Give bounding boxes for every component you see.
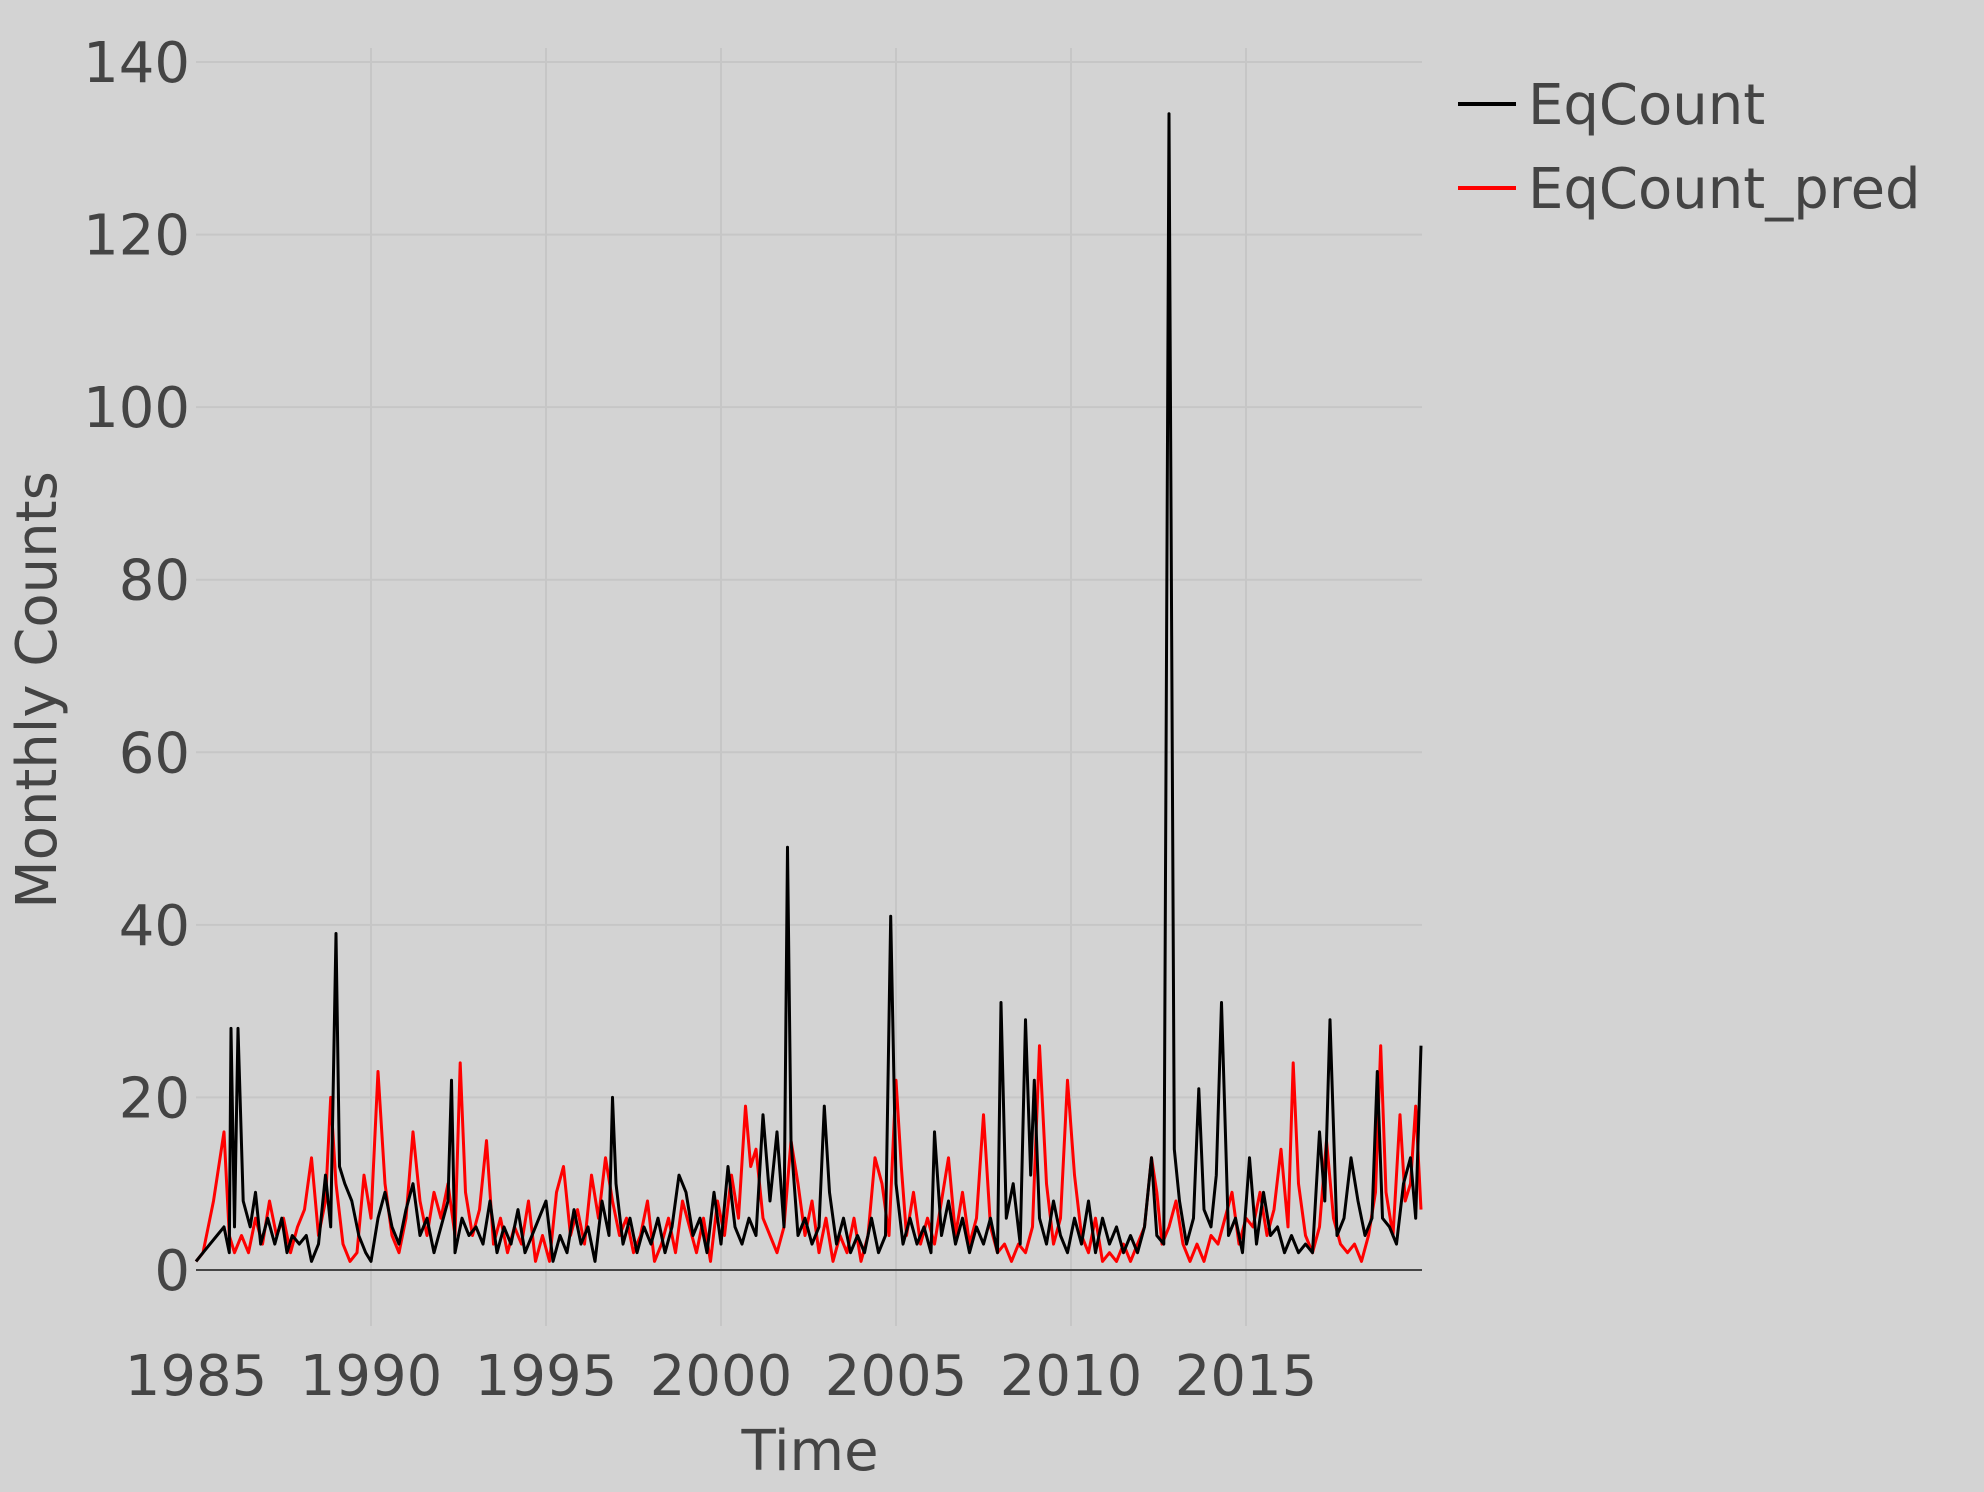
x-tick-label: 2010 — [1000, 1344, 1143, 1409]
series-line-eqcount — [194, 112, 1423, 1263]
y-tick-label: 40 — [119, 894, 190, 959]
y-tick-label: 120 — [83, 204, 190, 269]
y-axis-label: Monthly Counts — [5, 471, 70, 909]
legend-label: EqCount — [1528, 73, 1765, 138]
y-tick-label: 100 — [83, 376, 190, 441]
y-tick-label: 60 — [119, 721, 190, 786]
y-tick-label: 0 — [154, 1239, 190, 1304]
x-tick-label: 2005 — [825, 1344, 968, 1409]
y-tick-label: 140 — [83, 31, 190, 96]
y-tick-label: 20 — [119, 1066, 190, 1131]
y-tick-label: 80 — [119, 549, 190, 614]
x-tick-label: 2000 — [650, 1344, 793, 1409]
x-axis-label: Time — [740, 1419, 878, 1484]
x-tick-label: 1985 — [125, 1344, 268, 1409]
series-line-eqcount-pred — [194, 1044, 1423, 1263]
axis-layer: 0 20 40 60 80 100 120 140 1985 1990 1995 2000 2005 20… — [83, 31, 1422, 1409]
legend-label: EqCount_pred — [1528, 157, 1921, 222]
x-tick-label: 2015 — [1175, 1344, 1318, 1409]
series-layer — [194, 112, 1423, 1263]
x-tick-label: 1995 — [475, 1344, 618, 1409]
grid-layer — [196, 48, 1422, 1326]
x-tick-label: 1990 — [300, 1344, 443, 1409]
legend: EqCount EqCount_pred — [1458, 73, 1921, 222]
